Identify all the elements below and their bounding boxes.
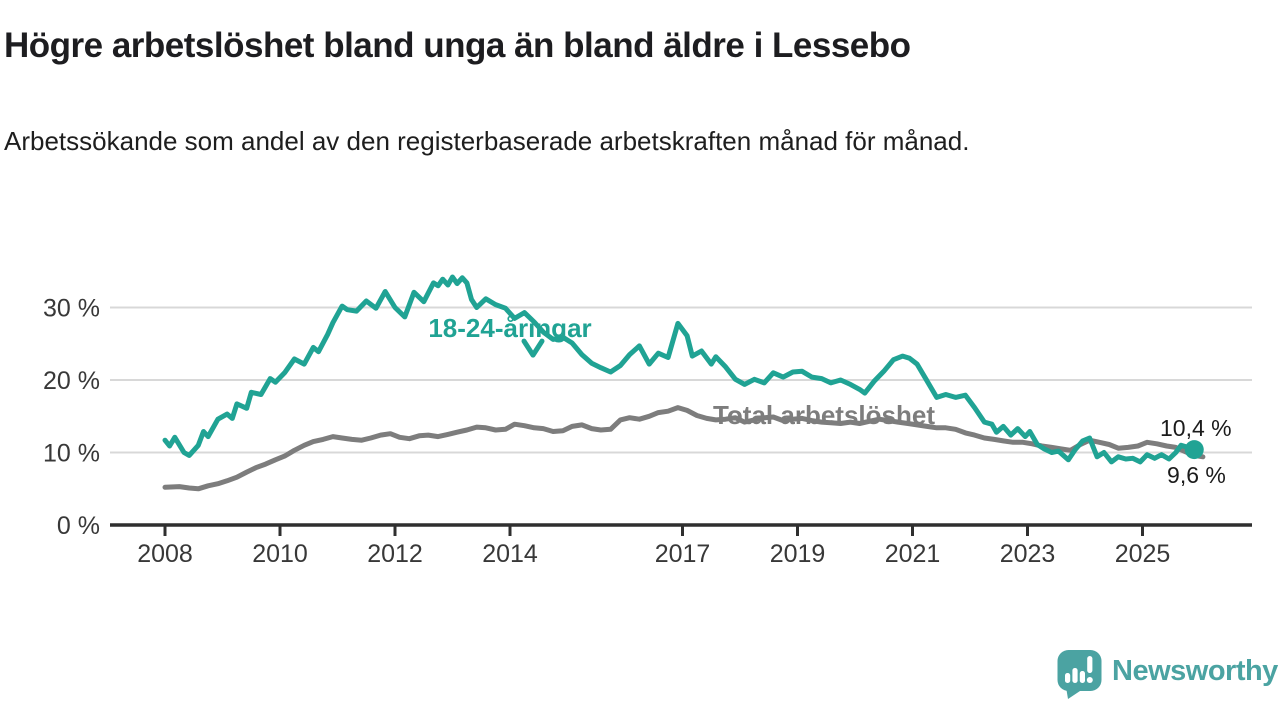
x-tick-label-2012: 2012 — [367, 540, 423, 568]
y-tick-label-10: 10 % — [43, 440, 100, 468]
value-label-youth: 10,4 % — [1160, 415, 1232, 441]
y-tick-label-30: 30 % — [43, 295, 100, 323]
x-tick-label-2021: 2021 — [885, 540, 941, 568]
bar-chart-speech-bubble-icon — [1057, 650, 1102, 699]
y-tick-label-0: 0 % — [57, 512, 100, 540]
x-tick-label-2017: 2017 — [655, 540, 711, 568]
series-line-total — [162, 405, 1206, 492]
value-label-total: 9,6 % — [1167, 462, 1226, 488]
x-tick-label-2023: 2023 — [1000, 540, 1056, 568]
x-tick-label-2014: 2014 — [482, 540, 538, 568]
chevron-down-icon — [521, 338, 545, 358]
x-tick-label-2019: 2019 — [770, 540, 826, 568]
latest-point-dot-youth — [1184, 440, 1204, 460]
x-tick-label-2008: 2008 — [137, 540, 193, 568]
newsworthy-logo: Newsworthy — [1056, 649, 1278, 699]
page-title: Högre arbetslöshet bland unga än bland ä… — [4, 26, 911, 65]
x-tick-label-2025: 2025 — [1115, 540, 1171, 568]
x-tick-label-2010: 2010 — [252, 540, 308, 568]
newsworthy-wordmark: Newsworthy — [1112, 654, 1278, 687]
series-label-total: Total arbetslöshet — [713, 400, 935, 430]
series-label-youth: 18-24-åringar — [428, 313, 591, 343]
chart-subtitle: Arbetssökande som andel av den registerb… — [4, 126, 970, 156]
y-tick-label-20: 20 % — [43, 367, 100, 395]
unemployment-line-chart: 0 % 10 % 20 % 30 % 2008 2010 2012 2014 2017 2019 2… — [0, 240, 1280, 585]
series-line-youth — [162, 274, 1197, 465]
line-chart-canvas: 0 % 10 % 20 % 30 % 2008 2010 2012 2014 2017 2019 2… — [43, 274, 1252, 568]
